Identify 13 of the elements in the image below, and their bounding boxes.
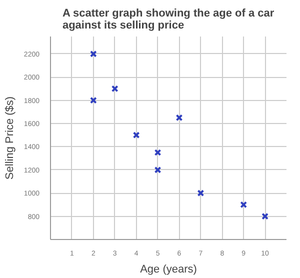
point [154,166,162,174]
y-axis-title: Selling Price ($s) [4,96,16,180]
point [154,149,162,156]
point [262,212,269,220]
point [240,201,248,208]
point [90,96,97,104]
point [176,114,183,122]
point [111,85,118,92]
point [132,132,140,139]
chart-title: A scatter graph showing the age of a car against its selling price [62,8,275,32]
point [90,50,97,58]
x-axis-title: Age (years) [140,264,197,276]
point [197,190,204,197]
